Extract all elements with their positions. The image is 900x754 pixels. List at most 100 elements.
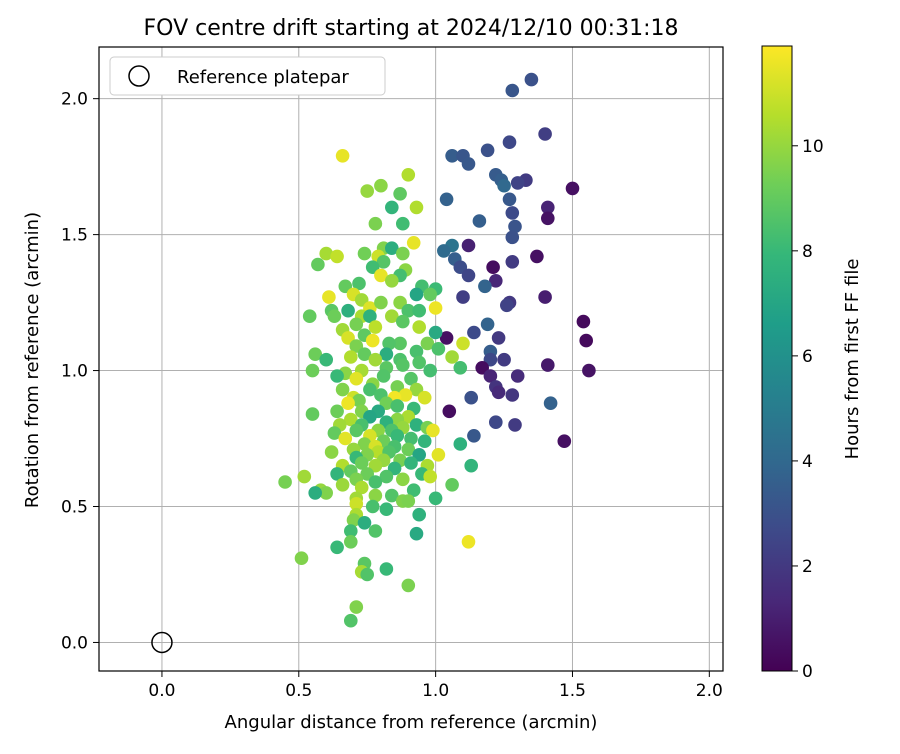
data-point bbox=[404, 371, 418, 386]
data-point bbox=[374, 268, 388, 283]
data-point bbox=[354, 456, 369, 470]
data-point bbox=[330, 540, 344, 555]
data-point bbox=[346, 513, 361, 527]
data-point bbox=[327, 426, 342, 440]
data-point bbox=[305, 363, 320, 378]
data-point bbox=[417, 390, 432, 405]
data-point bbox=[390, 429, 405, 443]
x-tick-label: 1.0 bbox=[422, 681, 449, 701]
legend-reference-marker bbox=[128, 65, 150, 87]
data-point bbox=[360, 184, 375, 198]
data-point bbox=[543, 396, 558, 411]
data-point bbox=[352, 276, 366, 291]
data-point bbox=[576, 314, 591, 329]
data-point bbox=[445, 350, 459, 364]
data-point bbox=[406, 483, 421, 498]
data-point bbox=[461, 268, 476, 283]
data-point bbox=[510, 176, 525, 190]
data-point bbox=[322, 290, 336, 304]
data-point bbox=[344, 613, 358, 628]
data-point bbox=[445, 478, 459, 492]
y-tick-label: 2.0 bbox=[61, 90, 88, 110]
data-point bbox=[360, 567, 375, 582]
data-point bbox=[406, 236, 421, 250]
data-point bbox=[439, 331, 454, 345]
data-point bbox=[379, 347, 394, 362]
colorbar: 0 2 4 6 8 10 Hours from first FF file bbox=[761, 45, 863, 682]
data-point bbox=[409, 287, 424, 302]
data-point bbox=[311, 257, 325, 272]
data-point bbox=[363, 309, 377, 324]
data-point bbox=[491, 331, 506, 345]
colorbar-tick-label: 0 bbox=[802, 662, 813, 682]
data-point bbox=[505, 254, 520, 269]
y-tick-label: 0.5 bbox=[61, 498, 88, 518]
data-point bbox=[308, 347, 323, 362]
data-point bbox=[398, 388, 413, 402]
x-tick-label: 0.5 bbox=[285, 681, 312, 701]
data-point bbox=[338, 431, 353, 446]
data-point bbox=[508, 219, 522, 234]
data-point bbox=[472, 214, 487, 228]
reference-platepar-marker bbox=[151, 631, 173, 654]
data-point bbox=[379, 562, 394, 576]
data-point bbox=[385, 274, 399, 288]
data-point bbox=[335, 478, 350, 492]
data-point bbox=[349, 317, 364, 332]
x-tick-label: 1.5 bbox=[559, 681, 586, 701]
data-point bbox=[579, 333, 593, 348]
legend-reference-label: Reference platepar bbox=[177, 67, 349, 88]
data-point bbox=[510, 369, 525, 383]
data-point bbox=[541, 211, 555, 226]
data-point bbox=[412, 507, 427, 522]
data-point bbox=[385, 488, 399, 503]
data-point bbox=[464, 458, 479, 473]
data-point bbox=[396, 216, 410, 231]
data-point bbox=[357, 347, 372, 362]
data-point bbox=[478, 279, 492, 294]
data-point bbox=[456, 290, 470, 304]
data-point bbox=[357, 516, 372, 530]
colorbar-gradient bbox=[761, 45, 793, 672]
data-point bbox=[352, 393, 366, 408]
data-point bbox=[379, 469, 394, 484]
data-point bbox=[357, 437, 372, 451]
data-point bbox=[423, 287, 438, 302]
data-point bbox=[393, 336, 407, 351]
data-point bbox=[319, 246, 334, 261]
data-point bbox=[524, 72, 539, 87]
plot-frame bbox=[98, 46, 724, 672]
data-point bbox=[480, 317, 495, 332]
data-point bbox=[349, 423, 364, 438]
data-point bbox=[442, 404, 457, 419]
data-point bbox=[489, 274, 503, 288]
data-point bbox=[330, 369, 344, 383]
data-point bbox=[368, 320, 383, 334]
legend-box bbox=[109, 56, 386, 96]
data-point bbox=[557, 434, 572, 449]
data-point bbox=[341, 396, 355, 411]
data-point bbox=[374, 178, 388, 193]
data-point bbox=[354, 480, 369, 495]
data-point bbox=[461, 535, 476, 549]
data-point bbox=[445, 149, 459, 163]
y-tick-label: 1.0 bbox=[61, 362, 88, 382]
data-point bbox=[541, 358, 555, 372]
data-point bbox=[330, 249, 344, 264]
data-point bbox=[417, 434, 432, 449]
data-point bbox=[497, 178, 511, 193]
data-point bbox=[437, 244, 451, 258]
data-point bbox=[409, 344, 424, 359]
data-point bbox=[502, 135, 517, 149]
data-point bbox=[327, 309, 342, 324]
data-point bbox=[349, 497, 364, 511]
data-point bbox=[530, 249, 544, 264]
data-point bbox=[344, 350, 358, 364]
data-point bbox=[302, 309, 317, 324]
data-point bbox=[541, 200, 555, 215]
data-point bbox=[426, 423, 440, 438]
data-point bbox=[409, 418, 424, 432]
data-point bbox=[382, 336, 396, 351]
